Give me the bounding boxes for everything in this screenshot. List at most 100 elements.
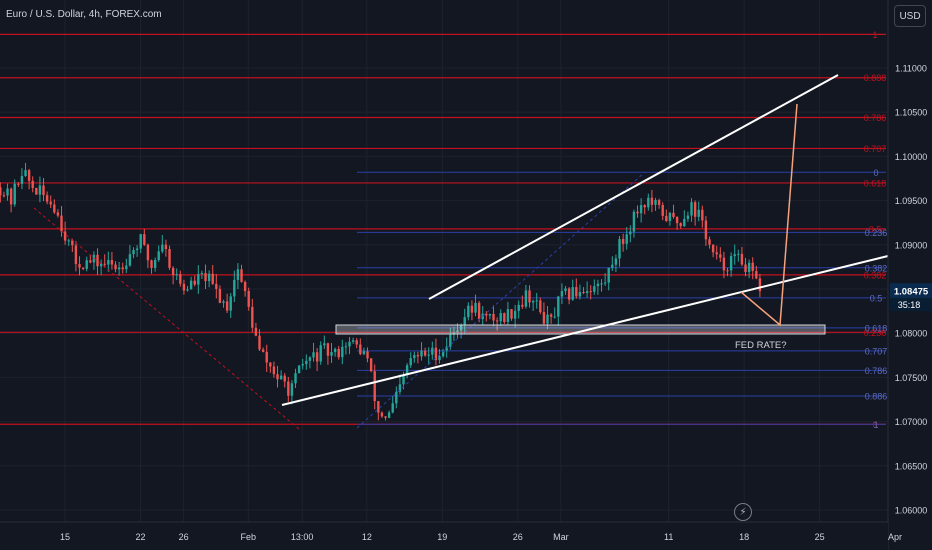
candle-body <box>283 375 286 382</box>
candle-body <box>661 204 664 216</box>
drawings-layer[interactable]: FED RATE? <box>33 74 889 430</box>
time-axis-tick-label: 12 <box>362 532 372 542</box>
candle-body <box>416 355 420 357</box>
candle-body <box>63 231 67 241</box>
lower-trendline[interactable] <box>281 255 889 406</box>
candle-body <box>711 244 715 253</box>
candle-body <box>6 188 9 196</box>
candle-body <box>636 211 639 214</box>
candle-body <box>225 301 229 311</box>
candle-body <box>150 260 153 268</box>
price-axis-tick-label: 1.06000 <box>895 506 928 516</box>
fib-minor-level-label: 0.886 <box>865 391 888 401</box>
current-price-tag <box>890 283 932 299</box>
candle-body <box>179 274 182 284</box>
candle-body <box>326 343 330 356</box>
candle-body <box>567 288 571 300</box>
candle-body <box>13 183 16 205</box>
fib-major-level-label: 0.707 <box>864 144 887 154</box>
time-axis[interactable]: 15 22 26 Feb 13:00 12 19 26 Mar 11 18 25 Apr <box>0 521 902 550</box>
candle-body <box>528 290 531 303</box>
candle-body <box>391 403 394 413</box>
candle-body <box>708 239 711 245</box>
projection-path[interactable] <box>740 103 798 327</box>
candle-body <box>315 352 319 362</box>
price-axis[interactable]: 1.110001.105001.100001.095001.090001.085… <box>887 0 932 550</box>
candle-body <box>71 240 74 246</box>
candle-body <box>121 267 124 270</box>
lightning-bolt-icon[interactable]: ⚡ <box>734 503 752 521</box>
candle-body <box>582 292 585 294</box>
candle-body <box>578 292 582 297</box>
candle-body <box>697 209 700 217</box>
fib-major-level-label: 0.888 <box>864 73 887 83</box>
candle-body <box>132 250 135 255</box>
candle-body <box>85 260 88 269</box>
candle-body <box>679 223 682 227</box>
candle-body <box>701 209 704 221</box>
candle-body <box>600 283 603 285</box>
candle-body <box>99 263 103 267</box>
candle-body <box>135 248 139 251</box>
chart-title: Euro / U.S. Dollar, 4h, FOREX.com <box>6 9 162 20</box>
candle-body <box>189 280 193 290</box>
candle-body <box>564 288 567 292</box>
candle-body <box>488 313 492 316</box>
time-axis-tick-label: 25 <box>815 532 825 542</box>
candle-body <box>492 313 495 321</box>
candle-body <box>593 286 596 292</box>
candle-body <box>704 220 708 240</box>
candle-body <box>168 248 171 268</box>
candle-body <box>236 269 240 280</box>
fib-major-level-label: 0.382 <box>864 270 887 280</box>
candle-body <box>377 401 380 413</box>
candle-body <box>398 384 402 392</box>
currency-button[interactable]: USD <box>894 5 926 27</box>
candle-body <box>117 267 121 270</box>
candle-body <box>254 327 258 336</box>
candle-body <box>747 262 751 272</box>
candle-body <box>596 283 600 287</box>
candle-body <box>737 253 740 255</box>
fib-retracement-minor[interactable]: 0 0.236 0.382 0.5 0.618 0.707 0.786 0.886 1 <box>357 168 887 430</box>
candle-body <box>431 347 434 355</box>
candle-body <box>175 274 178 276</box>
fib-minor-level-label: 0 <box>873 168 878 178</box>
candle-body <box>467 305 470 318</box>
countdown-tag <box>890 298 932 312</box>
fib-minor-level-label: 0.707 <box>865 346 888 356</box>
candle-body <box>513 310 517 319</box>
candle-body <box>355 340 358 345</box>
candle-body <box>560 291 564 297</box>
fib-minor-level-label: 0.786 <box>865 366 888 376</box>
candle-body <box>312 352 315 358</box>
support-zone-box[interactable] <box>335 324 826 335</box>
candle-body <box>409 358 412 366</box>
candle-body <box>0 187 2 196</box>
upper-trendline[interactable] <box>428 74 839 300</box>
fed-rate-annotation[interactable]: FED RATE? <box>735 340 787 351</box>
candle-body <box>618 239 621 259</box>
candle-body <box>89 260 92 263</box>
candle-body <box>733 254 736 257</box>
candle-body <box>751 262 754 272</box>
candle-body <box>146 244 150 261</box>
candle-body <box>405 365 409 375</box>
fib-major-level-label: 0.236 <box>864 328 887 338</box>
candle-body <box>438 356 441 361</box>
price-axis-tick-label: 1.10000 <box>895 152 928 162</box>
candle-body <box>373 371 376 402</box>
candle-body <box>758 278 762 292</box>
candle-body <box>53 204 56 213</box>
price-axis-tick-label: 1.07500 <box>895 373 928 383</box>
candle-body <box>161 244 164 252</box>
fib-minor-level-label: 0.5 <box>870 293 883 303</box>
candle-body <box>139 234 142 249</box>
candle-body <box>153 259 157 268</box>
candle-body <box>420 350 423 357</box>
price-axis-tick-label: 1.10500 <box>895 108 928 118</box>
fib-minor-level-label: 1 <box>873 420 878 430</box>
price-axis-tick-label: 1.11000 <box>895 64 927 74</box>
candle-body <box>17 183 20 185</box>
